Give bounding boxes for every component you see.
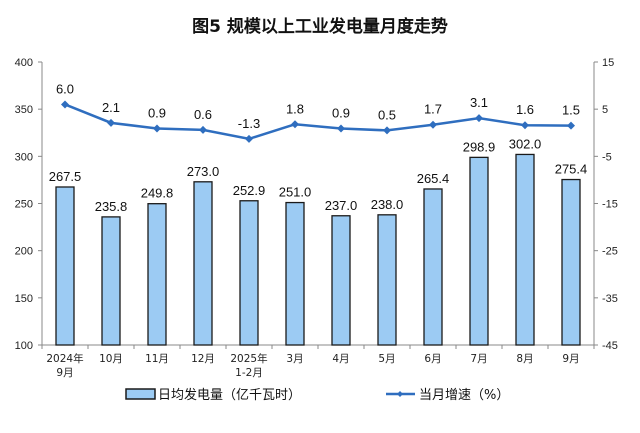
right-tick-label: 15 bbox=[602, 57, 614, 69]
bar-data-label: 252.9 bbox=[233, 183, 266, 198]
x-tick-label: 9月 bbox=[56, 367, 73, 379]
bar bbox=[193, 181, 213, 346]
x-tick-label: 1-2月 bbox=[235, 367, 263, 379]
bar bbox=[239, 200, 259, 346]
line-data-label: 1.6 bbox=[516, 102, 534, 117]
line-point bbox=[107, 118, 115, 127]
bar-data-label: 237.0 bbox=[325, 198, 358, 213]
line-point bbox=[291, 120, 299, 129]
right-tick-label: -25 bbox=[602, 246, 618, 258]
bar bbox=[331, 215, 351, 346]
x-tick-label: 10月 bbox=[99, 353, 123, 365]
line-data-label: 1.8 bbox=[286, 101, 304, 116]
bar bbox=[561, 178, 581, 346]
bar bbox=[285, 201, 305, 346]
line-point bbox=[245, 134, 253, 143]
line-point bbox=[567, 121, 575, 130]
right-tick-label: -5 bbox=[602, 151, 612, 163]
x-tick-label: 7月 bbox=[470, 353, 487, 365]
bar-data-label: 238.0 bbox=[371, 197, 404, 212]
line-data-label: 3.1 bbox=[470, 95, 488, 110]
line-data-label: 6.0 bbox=[56, 81, 74, 96]
line-data-label: 1.5 bbox=[562, 103, 580, 118]
bar bbox=[423, 188, 443, 346]
line-data-label: 0.5 bbox=[378, 107, 396, 122]
line-point bbox=[521, 121, 529, 130]
x-tick-label: 9月 bbox=[562, 353, 579, 365]
bar-data-label: 273.0 bbox=[187, 164, 220, 179]
line-point bbox=[475, 114, 483, 123]
line-point bbox=[153, 124, 161, 133]
legend-bar-swatch bbox=[125, 388, 156, 400]
legend-line-label: 当月增速（%） bbox=[419, 388, 509, 403]
bar-data-label: 235.8 bbox=[95, 199, 128, 214]
bar-data-label: 298.9 bbox=[463, 139, 496, 154]
legend-line-marker bbox=[397, 391, 403, 397]
line-point bbox=[383, 126, 391, 135]
x-tick-label: 11月 bbox=[145, 353, 169, 365]
chart-title: 图5 规模以上工业发电量月度走势 bbox=[192, 17, 448, 37]
x-tick-label: 8月 bbox=[516, 353, 533, 365]
bar-data-label: 267.5 bbox=[49, 169, 82, 184]
left-tick-label: 300 bbox=[15, 151, 33, 163]
line-data-label: 1.7 bbox=[424, 102, 442, 117]
line-series bbox=[64, 103, 572, 141]
line-point bbox=[429, 120, 437, 129]
line-data-label: -1.3 bbox=[238, 116, 260, 131]
bar-data-label: 302.0 bbox=[509, 136, 542, 151]
left-tick-label: 350 bbox=[15, 104, 33, 116]
line-data-label: 0.9 bbox=[332, 106, 350, 121]
bar-data-label: 265.4 bbox=[417, 171, 450, 186]
right-tick-label: -45 bbox=[602, 340, 618, 352]
left-tick-label: 250 bbox=[15, 199, 33, 211]
right-tick-label: -35 bbox=[602, 293, 618, 305]
left-tick-label: 150 bbox=[15, 293, 33, 305]
bar-data-label: 251.0 bbox=[279, 185, 312, 200]
line-point bbox=[199, 125, 207, 134]
right-tick-label: -15 bbox=[602, 199, 618, 211]
x-tick-label: 6月 bbox=[424, 353, 441, 365]
line-data-label: 2.1 bbox=[102, 100, 120, 115]
legend-bar-label: 日均发电量（亿千瓦时） bbox=[158, 387, 301, 403]
bar bbox=[55, 186, 75, 346]
line-data-label: 0.6 bbox=[194, 107, 212, 122]
x-tick-label: 5月 bbox=[378, 353, 395, 365]
left-tick-label: 100 bbox=[15, 340, 33, 352]
bar bbox=[101, 216, 121, 346]
left-tick-label: 400 bbox=[15, 57, 33, 69]
bar bbox=[147, 203, 167, 346]
x-tick-label: 4月 bbox=[332, 353, 349, 365]
bar bbox=[515, 153, 535, 346]
left-tick-label: 200 bbox=[15, 246, 33, 258]
bar-data-label: 275.4 bbox=[555, 162, 588, 177]
line-point bbox=[337, 124, 345, 133]
bar-data-label: 249.8 bbox=[141, 186, 174, 201]
line-point bbox=[61, 100, 69, 109]
bar bbox=[469, 156, 489, 346]
right-tick-label: 5 bbox=[602, 104, 608, 116]
x-tick-label: 12月 bbox=[191, 353, 215, 365]
bar bbox=[377, 214, 397, 346]
x-tick-label: 2025年 bbox=[230, 352, 267, 365]
x-tick-label: 3月 bbox=[286, 353, 303, 365]
line-data-label: 0.9 bbox=[148, 106, 166, 121]
x-tick-label: 2024年 bbox=[46, 352, 83, 365]
